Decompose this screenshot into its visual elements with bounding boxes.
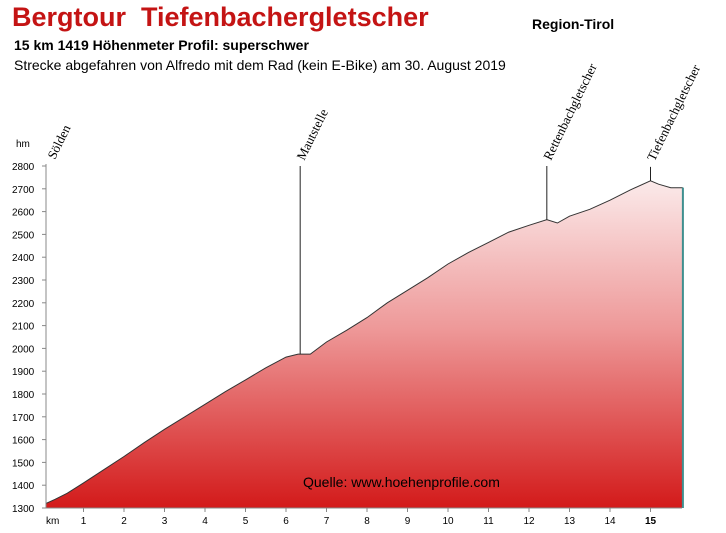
y-tick-label: 1800	[12, 390, 35, 401]
x-tick-label: 6	[283, 516, 289, 527]
y-tick-label: 2600	[12, 208, 35, 219]
waypoint-label: Rettenbachgletscher	[540, 60, 600, 162]
y-unit-label: hm	[16, 139, 30, 150]
x-tick-label: 7	[324, 516, 330, 527]
y-tick-label: 1700	[12, 413, 35, 424]
waypoint-label: Tiefenbachgletscher	[644, 62, 704, 163]
x-tick-label: 3	[162, 516, 168, 527]
x-tick-label: 4	[202, 516, 208, 527]
x-tick-label: 9	[405, 516, 411, 527]
page-title: Bergtour Tiefenbachergletscher	[12, 2, 429, 32]
y-tick-label: 1900	[12, 367, 35, 378]
x-tick-label: 14	[604, 516, 616, 527]
x-tick-label: 8	[364, 516, 370, 527]
y-tick-label: 1600	[12, 436, 35, 447]
waypoint-label: Mautstelle	[293, 106, 331, 162]
waypoint-label: Sölden	[44, 122, 74, 161]
x-unit-label: km	[46, 516, 59, 527]
y-tick-label: 1500	[12, 458, 35, 469]
y-tick-label: 2100	[12, 322, 35, 333]
y-tick-label: 2500	[12, 230, 35, 241]
tour-subtitle: Strecke abgefahren von Alfredo mit dem R…	[14, 57, 506, 73]
y-tick-label: 1400	[12, 481, 35, 492]
elevation-area	[46, 180, 683, 509]
x-tick-label: 15	[645, 516, 657, 527]
y-tick-label: 2000	[12, 344, 35, 355]
region-label: Region-Tirol	[532, 16, 615, 32]
x-tick-label: 11	[483, 516, 494, 527]
y-tick-label: 2400	[12, 253, 35, 264]
y-tick-label: 2200	[12, 299, 35, 310]
x-tick-label: 1	[81, 516, 87, 527]
y-tick-label: 2300	[12, 276, 35, 287]
elevation-line	[45, 180, 683, 504]
source-label: Quelle: www.hoehenprofile.com	[303, 474, 500, 490]
x-tick-label: 10	[442, 516, 454, 527]
y-tick-label: 2700	[12, 185, 35, 196]
tour-stats: 15 km 1419 Höhenmeter Profil: superschwe…	[14, 37, 309, 53]
x-tick-label: 5	[243, 516, 249, 527]
x-tick-label: 2	[121, 516, 127, 527]
x-tick-label: 13	[564, 516, 576, 527]
y-tick-label: 2800	[12, 162, 35, 173]
x-tick-label: 12	[523, 516, 535, 527]
y-tick-label: 1300	[12, 504, 35, 515]
